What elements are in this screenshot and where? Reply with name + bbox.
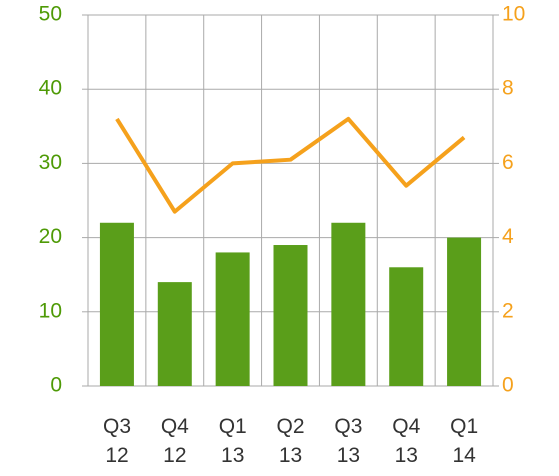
line xyxy=(115,116,466,214)
y-tick-label: 20 xyxy=(39,225,62,248)
x-tick-label: Q2 13 xyxy=(276,415,305,467)
y-tick-label: 0 xyxy=(50,374,62,397)
bar xyxy=(447,237,482,386)
x-tick-label: Q3 13 xyxy=(334,415,363,467)
y-tick-label: 10 xyxy=(39,299,62,322)
y-tick-label: 30 xyxy=(39,151,62,174)
y-tick-label: 50 xyxy=(39,3,62,26)
y2-tick-label: 6 xyxy=(502,151,514,174)
bar xyxy=(99,222,134,386)
y2-tick-label: 8 xyxy=(502,77,514,100)
x-tick-label: Q4 12 xyxy=(160,415,189,467)
y2-tick-label: 4 xyxy=(502,225,514,248)
y2-tick-label: 2 xyxy=(502,299,514,322)
x-tick-label: Q3 12 xyxy=(102,415,131,467)
bar xyxy=(273,245,308,386)
x-tick-label: Q1 14 xyxy=(450,415,479,467)
bar xyxy=(215,252,250,386)
y2-tick-label: 10 xyxy=(502,3,525,26)
bar xyxy=(157,282,192,386)
bar xyxy=(389,267,424,386)
x-tick-label: Q4 13 xyxy=(392,415,421,467)
y-tick-label: 40 xyxy=(39,77,62,100)
y2-tick-label: 0 xyxy=(502,374,514,397)
bar xyxy=(331,222,366,386)
x-tick-label: Q1 13 xyxy=(218,415,247,467)
